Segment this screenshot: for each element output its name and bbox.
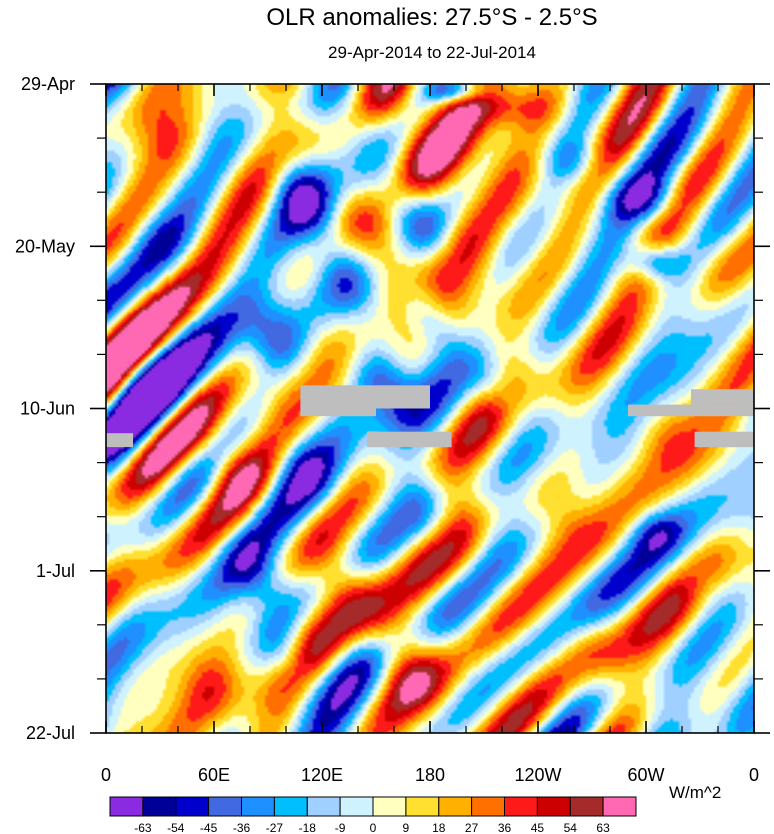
missing-data-layer xyxy=(106,385,754,448)
chart-title: OLR anomalies: 27.5°S - 2.5°S xyxy=(266,4,597,31)
missing-data-block xyxy=(628,404,754,417)
x-tick-label: 120W xyxy=(514,765,561,785)
colorbar-label: -27 xyxy=(266,821,284,834)
colorbar-swatch xyxy=(208,796,243,817)
colorbar-swatch xyxy=(602,796,637,817)
colorbar-swatch xyxy=(241,796,275,817)
colorbar-swatch xyxy=(109,796,144,817)
colorbar-swatch xyxy=(339,796,374,817)
x-tick-label: 60W xyxy=(627,765,664,785)
y-tick-label: 1-Jul xyxy=(36,561,75,581)
missing-data-block xyxy=(694,431,754,448)
colorbar-swatch xyxy=(438,796,473,817)
x-tick-label: 180 xyxy=(415,765,445,785)
colorbar-swatch xyxy=(306,796,341,817)
chart-subtitle: 29-Apr-2014 to 22-Jul-2014 xyxy=(328,43,536,62)
colorbar-label: 0 xyxy=(370,821,377,834)
colorbar-label: -18 xyxy=(299,821,317,834)
colorbar-swatch xyxy=(569,796,604,817)
x-tick-label: 120E xyxy=(301,765,343,785)
x-tick-label: 60E xyxy=(198,765,230,785)
missing-data-block xyxy=(691,389,754,405)
colorbar-label: -45 xyxy=(200,821,218,834)
y-tick-label: 22-Jul xyxy=(26,723,75,743)
colorbar-label: 54 xyxy=(564,821,578,834)
missing-data-block xyxy=(300,408,376,417)
colorbar-label: 63 xyxy=(596,821,610,834)
y-axis: 29-Apr 20-May 10-Jun 1-Jul 22-Jul xyxy=(15,74,770,743)
y-tick-label: 10-Jun xyxy=(20,399,75,419)
colorbar-label: -9 xyxy=(335,821,346,834)
x-tick-label: 0 xyxy=(749,765,759,785)
colorbar-swatch xyxy=(536,796,571,817)
colorbar-swatch xyxy=(175,796,210,817)
colorbar-label: -63 xyxy=(134,821,152,834)
colorbar-swatch xyxy=(372,796,407,817)
colorbar-swatch xyxy=(273,796,308,817)
colorbar-label: 18 xyxy=(432,821,446,834)
x-axis: 0 60E 120E 180 120W 60W 0 xyxy=(101,84,759,785)
colorbar-label: 9 xyxy=(403,821,410,834)
plot-area xyxy=(106,84,754,733)
colorbar-label: -36 xyxy=(233,821,251,834)
missing-data-block xyxy=(300,385,430,409)
y-tick-label: 29-Apr xyxy=(21,74,75,94)
colorbar-units: W/m^2 xyxy=(669,783,721,802)
colorbar-label: 45 xyxy=(531,821,545,834)
colorbar-swatch xyxy=(405,796,440,817)
colorbar-label: 36 xyxy=(498,821,512,834)
colorbar-label: -54 xyxy=(167,821,185,834)
missing-data-block xyxy=(106,433,133,448)
colorbar-swatch xyxy=(142,796,177,817)
missing-data-block xyxy=(367,431,452,448)
colorbar: -63 -54 -45 -36 -27 -18 -9 0 9 18 27 36 45 54 63 xyxy=(109,796,637,834)
y-tick-label: 20-May xyxy=(15,236,75,256)
colorbar-swatch xyxy=(504,796,538,817)
colorbar-label: 27 xyxy=(465,821,479,834)
colorbar-swatch xyxy=(471,796,506,817)
x-tick-label: 0 xyxy=(101,765,111,785)
